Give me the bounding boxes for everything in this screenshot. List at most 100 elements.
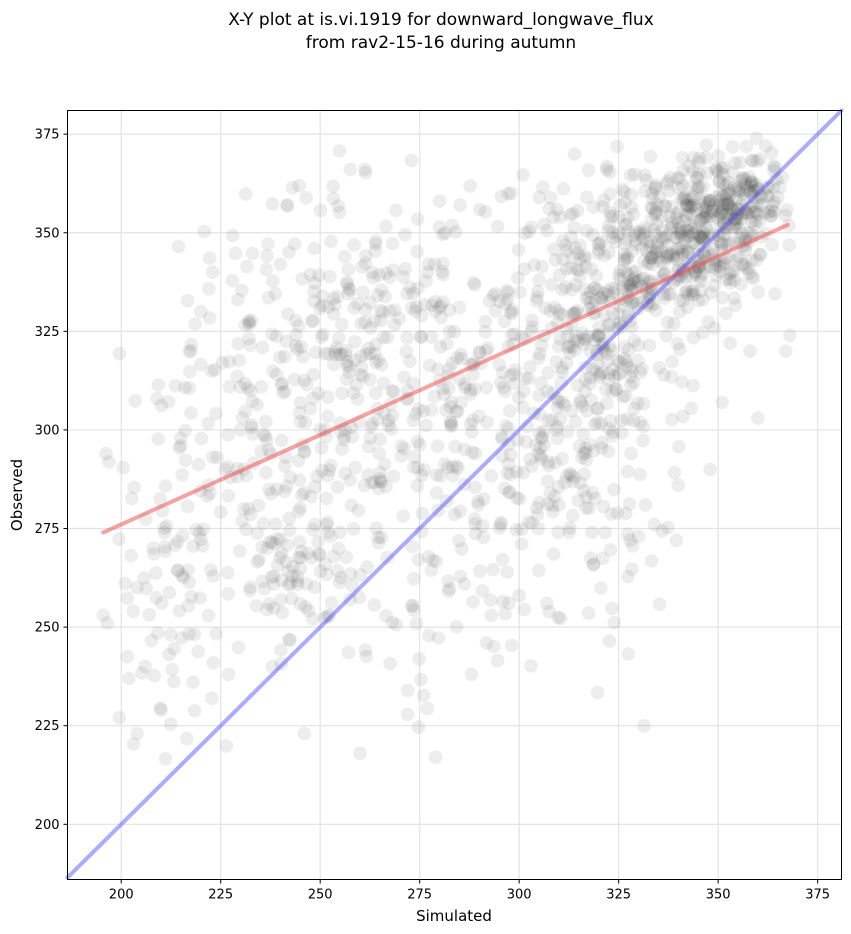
data-point [524, 220, 539, 234]
data-point [716, 167, 730, 182]
y-tick-label-300: 300 [35, 423, 60, 438]
data-point [644, 554, 659, 568]
data-point [703, 209, 717, 223]
data-point [640, 298, 655, 312]
data-point [514, 522, 529, 536]
data-point [277, 459, 292, 473]
data-point [440, 337, 454, 351]
data-point [573, 251, 588, 266]
data-point [740, 206, 754, 220]
data-point [629, 237, 643, 252]
data-point [171, 563, 185, 578]
data-point [452, 300, 467, 315]
data-point [450, 351, 464, 365]
data-point [606, 286, 621, 300]
data-point [663, 221, 678, 236]
data-point [494, 376, 508, 390]
data-point [578, 384, 592, 399]
data-point [709, 268, 723, 283]
data-point [99, 446, 113, 461]
data-point [416, 688, 431, 703]
data-point [602, 326, 617, 340]
data-point [289, 339, 303, 353]
data-point [358, 643, 373, 657]
data-point [655, 210, 670, 224]
data-point [707, 321, 722, 335]
data-point [577, 282, 592, 296]
data-point [249, 599, 264, 613]
data-point [313, 301, 327, 316]
data-point [717, 217, 732, 232]
data-point [384, 422, 399, 436]
y-axis-label: Observed [8, 459, 26, 531]
data-point [535, 430, 550, 444]
data-point [358, 166, 373, 180]
data-point [713, 207, 728, 222]
data-point [655, 233, 670, 247]
data-point [441, 584, 456, 598]
data-point [749, 214, 763, 228]
data-point [328, 347, 343, 362]
data-point [222, 354, 236, 369]
data-point [603, 339, 617, 354]
data-point [507, 367, 521, 381]
data-point [716, 226, 731, 241]
data-point [653, 254, 668, 269]
data-point [678, 285, 693, 300]
data-point [275, 605, 290, 620]
data-point [686, 378, 700, 393]
data-point [532, 273, 546, 287]
data-point [644, 200, 658, 215]
data-point [558, 280, 573, 294]
data-point [541, 458, 556, 473]
data-point [768, 160, 782, 175]
data-point [246, 427, 260, 441]
data-point [645, 286, 659, 301]
data-point [620, 412, 635, 427]
data-point [734, 173, 749, 188]
data-point [676, 192, 691, 206]
data-point [138, 659, 152, 674]
data-point [492, 357, 507, 372]
data-point [743, 205, 758, 220]
data-point [741, 206, 755, 221]
data-point [309, 345, 323, 360]
data-point [442, 324, 457, 339]
data-point [615, 182, 630, 197]
data-point [630, 396, 645, 411]
data-point [610, 139, 624, 154]
data-point [537, 438, 551, 453]
data-point [201, 416, 215, 431]
data-point [146, 541, 160, 555]
data-point [700, 223, 715, 237]
data-point [448, 225, 463, 239]
data-point [369, 234, 383, 248]
data-point [429, 486, 444, 500]
data-point [443, 400, 458, 414]
data-point [268, 287, 283, 301]
data-point [612, 226, 626, 240]
data-point [203, 486, 217, 500]
data-point [153, 492, 167, 506]
data-point [586, 200, 601, 214]
data-point [607, 615, 621, 630]
data-point [295, 488, 309, 502]
data-point [433, 469, 448, 483]
data-point [637, 271, 651, 286]
data-point [700, 206, 714, 221]
data-point [564, 261, 578, 275]
data-point [517, 262, 532, 276]
data-point [178, 423, 192, 438]
data-point [644, 299, 658, 313]
data-point [445, 356, 459, 371]
data-point [259, 465, 273, 480]
data-point [651, 250, 666, 265]
data-point [313, 203, 328, 218]
data-point [694, 230, 709, 244]
data-point [596, 286, 611, 301]
data-point [728, 298, 743, 313]
data-point [471, 494, 485, 509]
data-point [691, 179, 705, 194]
